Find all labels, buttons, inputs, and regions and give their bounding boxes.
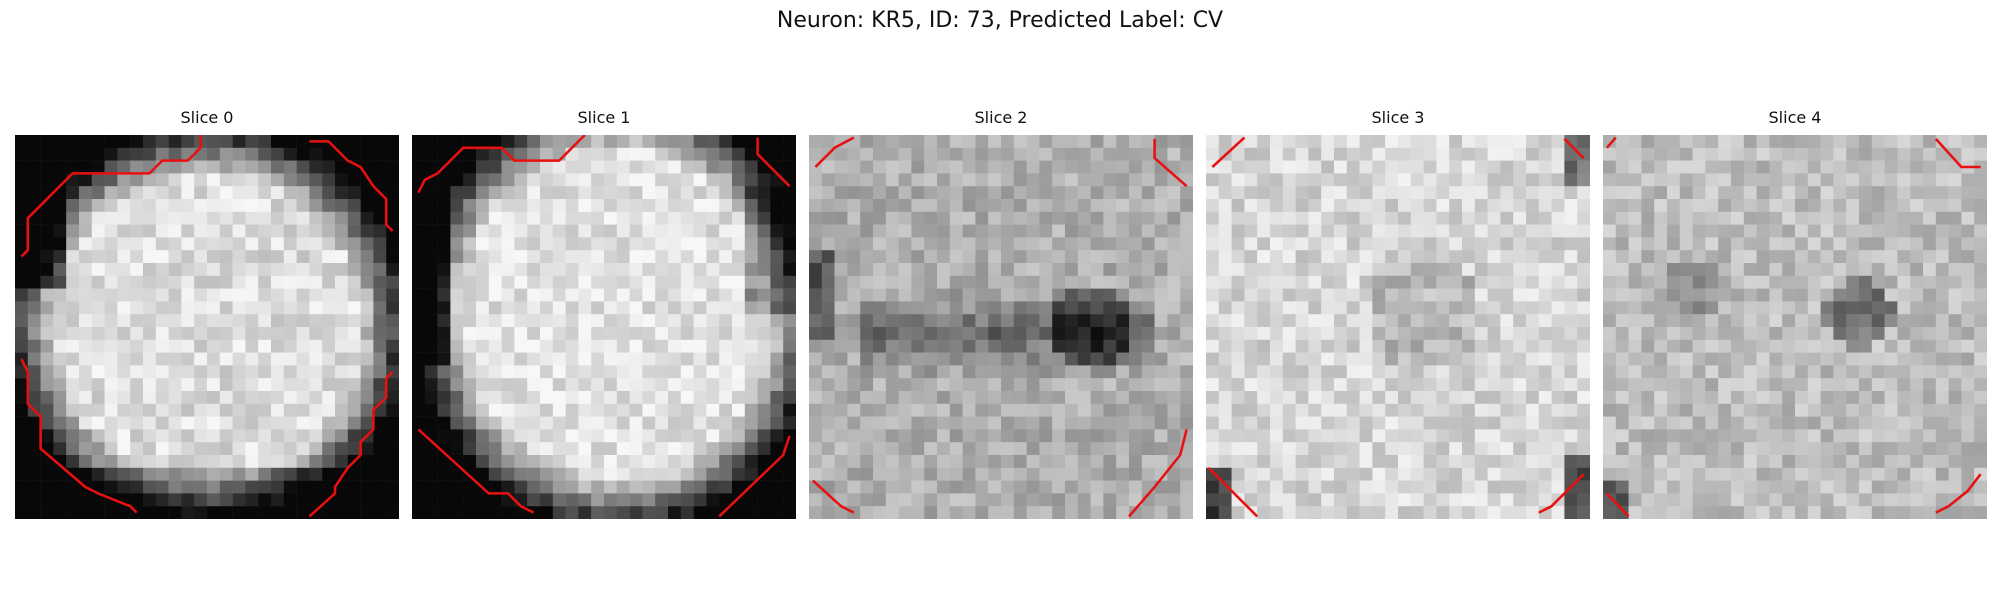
contour-line-1 [756,137,791,188]
contour-line-3 [1935,473,1982,514]
pixel-grid [1603,135,1987,519]
contour-line-0 [1605,136,1617,149]
contour-overlay [1605,136,1982,518]
contour-line-3 [1538,473,1585,514]
slice-title-3: Slice 3 [1371,108,1425,127]
contour-overlay [417,135,791,518]
contour-line-2 [811,479,855,514]
contour-overlay [811,136,1188,518]
contour-line-1 [1934,137,1981,169]
contour-line-1 [1563,137,1585,159]
slice-title-2: Slice 2 [974,108,1028,127]
contour-line-3 [1128,429,1188,518]
contour-line-0 [417,135,586,194]
slice-title-4: Slice 4 [1768,108,1822,127]
slice-image-4 [1603,135,1987,519]
slice-image-1 [412,135,796,519]
contour-line-2 [1207,466,1259,518]
contour-line-3 [718,435,791,518]
contour-line-2 [417,428,535,514]
contour-line-0 [20,135,202,258]
contour-line-2 [20,358,138,514]
slice-title-1: Slice 1 [577,108,631,127]
pixel-grid [412,135,796,519]
slice-image-3 [1206,135,1590,519]
contour-line-2 [1605,492,1630,518]
pixel-grid [1206,135,1590,519]
contour-line-1 [1153,138,1188,188]
pixel-grid [809,135,1193,519]
pixel-grid [15,135,399,519]
contour-line-0 [1211,136,1246,168]
figure-title: Neuron: KR5, ID: 73, Predicted Label: CV [776,8,1224,33]
contour-line-1 [309,140,394,232]
contour-overlay [20,135,394,518]
contour-overlay [1207,136,1585,518]
contour-line-3 [308,370,394,518]
contour-line-0 [814,136,855,168]
slice-image-2 [809,135,1193,519]
slice-image-0 [15,135,399,519]
slice-title-0: Slice 0 [180,108,234,127]
